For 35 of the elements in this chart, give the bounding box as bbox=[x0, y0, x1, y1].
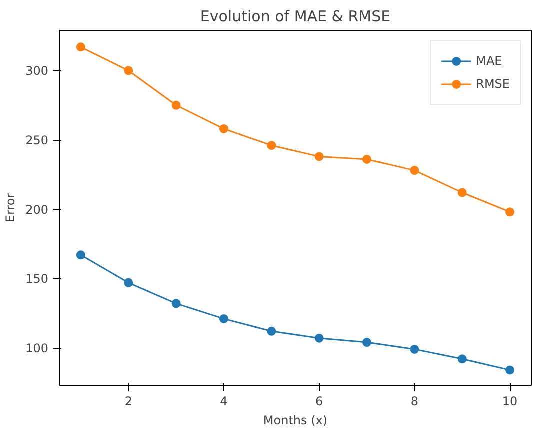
point bbox=[172, 299, 181, 308]
point bbox=[267, 141, 276, 150]
point bbox=[172, 100, 181, 110]
x-tick-label: 4 bbox=[220, 394, 228, 408]
y-tick-label: 150 bbox=[26, 272, 48, 286]
x-tick-label: 10 bbox=[502, 394, 518, 408]
point bbox=[410, 166, 420, 176]
point bbox=[458, 354, 467, 364]
x-tick-label: 6 bbox=[316, 394, 324, 408]
y-axis-title: Error bbox=[4, 193, 18, 223]
y-tick-label: 100 bbox=[26, 342, 48, 356]
point bbox=[267, 326, 276, 336]
x-tick-label: 8 bbox=[410, 394, 419, 408]
point bbox=[76, 250, 86, 260]
point bbox=[362, 154, 372, 164]
point bbox=[76, 42, 86, 52]
point bbox=[219, 314, 228, 324]
y-tick-label: 200 bbox=[26, 202, 48, 217]
point bbox=[314, 334, 324, 343]
point bbox=[458, 188, 467, 198]
point bbox=[506, 208, 515, 217]
point bbox=[506, 366, 515, 375]
point bbox=[410, 344, 420, 354]
legend-label: MAE bbox=[476, 54, 502, 68]
point bbox=[124, 278, 134, 288]
point bbox=[219, 124, 228, 134]
y-tick-label: 250 bbox=[26, 134, 48, 148]
chart-title: Evolution of MAE & RMSE bbox=[200, 8, 391, 26]
y-tick-label: 300 bbox=[26, 64, 48, 78]
point bbox=[314, 152, 324, 162]
x-tick-label: 2 bbox=[124, 394, 132, 408]
legend-label: RMSE bbox=[476, 77, 510, 91]
point bbox=[362, 338, 372, 348]
point bbox=[124, 66, 134, 76]
x-axis-title: Months (x) bbox=[263, 414, 328, 428]
